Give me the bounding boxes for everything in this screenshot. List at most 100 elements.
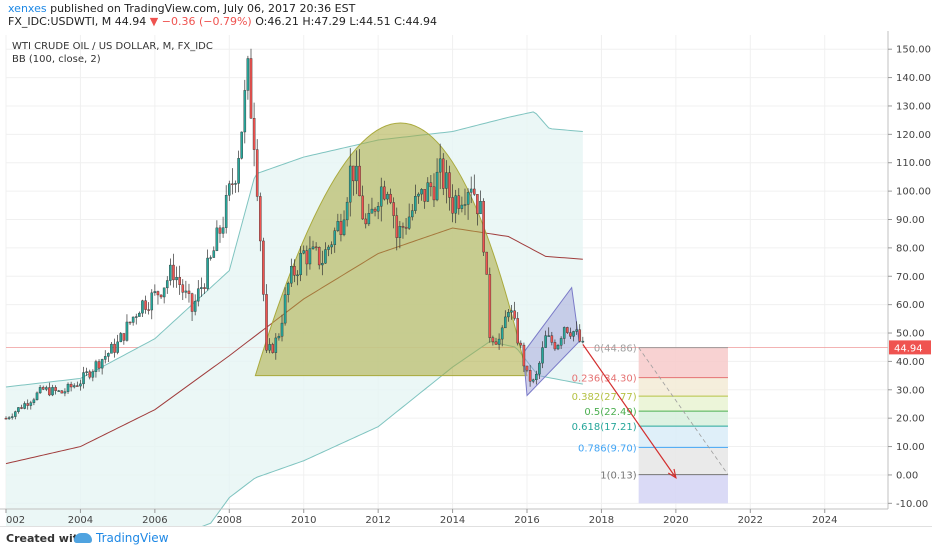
footer: Created with TradingView	[0, 526, 932, 551]
candle-body	[181, 284, 185, 293]
candle-body	[103, 356, 107, 360]
candle-body	[556, 345, 560, 350]
y-tick-label: 60.00	[896, 300, 925, 311]
candle-body	[541, 347, 544, 364]
candle-body	[249, 58, 253, 119]
candle-body	[485, 251, 488, 275]
candle-body	[352, 165, 355, 182]
candle-body	[559, 338, 563, 346]
projection-arrowhead	[667, 468, 677, 480]
candle-body	[423, 189, 426, 202]
candle-body	[218, 227, 222, 234]
candle-body	[17, 407, 20, 412]
candle-body	[131, 316, 135, 323]
candle-body	[348, 165, 352, 203]
candle-body	[209, 257, 212, 259]
ohlc-values: O:46.21 H:47.29 L:44.51 C:44.94	[255, 15, 438, 28]
candle-body	[519, 342, 523, 346]
brand-label: TradingView	[96, 531, 169, 545]
y-tick-label: 70.00	[896, 272, 925, 283]
y-tick-label: 90.00	[896, 215, 925, 226]
candle-body	[134, 316, 138, 318]
symbol-label: FX_IDC:USDWTI, M	[8, 15, 112, 28]
candle-body	[125, 321, 129, 341]
candle-body	[265, 294, 268, 351]
candle-body	[491, 337, 495, 342]
candle-body	[376, 206, 380, 212]
candle-body	[333, 230, 337, 245]
projection-arrow	[582, 344, 677, 480]
candle-body	[451, 197, 454, 214]
candlesticks	[4, 48, 585, 420]
y-tick-label: 100.00	[896, 187, 931, 198]
fib-level-label: 1(0.13)	[600, 471, 637, 482]
candle-body	[150, 292, 154, 311]
x-tick-label: 2022	[738, 515, 763, 526]
candle-body	[246, 58, 250, 91]
candle-body	[507, 312, 510, 318]
candle-body	[488, 274, 492, 338]
candle-body	[438, 158, 442, 173]
candle-body	[345, 201, 349, 221]
x-tick-label: 2010	[291, 515, 316, 526]
candle-body	[26, 403, 29, 406]
candle-body	[401, 226, 405, 228]
candle-body	[240, 131, 243, 159]
candle-body	[572, 331, 575, 337]
candle-body	[35, 392, 39, 400]
candle-body	[448, 172, 451, 198]
candle-body	[38, 387, 42, 394]
candle-body	[460, 204, 464, 209]
y-tick-label: 30.00	[896, 385, 925, 396]
y-tick-label: 130.00	[896, 101, 931, 112]
candle-body	[32, 399, 36, 403]
fib-zone	[638, 347, 728, 378]
x-tick-label: 2008	[217, 515, 242, 526]
candle-body	[85, 371, 88, 373]
candle-body	[7, 417, 11, 419]
candle-body	[410, 210, 414, 218]
candle-body	[441, 158, 445, 189]
fib-level-label: 0.618(17.21)	[572, 422, 637, 433]
indicator-label[interactable]: BB (100, close, 2)	[12, 54, 101, 65]
candle-body	[383, 186, 386, 200]
fib-level-label: 0.236(34.30)	[572, 374, 637, 385]
candle-body	[116, 341, 119, 353]
symbol-line: FX_IDC:USDWTI, M 44.94 ▼ −0.36 (−0.79%) …	[8, 15, 437, 28]
candle-body	[113, 343, 116, 353]
candle-body	[29, 402, 33, 406]
candle-body	[97, 361, 101, 369]
change-arrow-icon: ▼	[149, 15, 159, 28]
candle-body	[283, 294, 287, 324]
change-value: −0.36 (−0.79%)	[161, 15, 252, 28]
candle-body	[212, 250, 216, 258]
candle-body	[389, 193, 392, 203]
candle-body	[224, 195, 228, 228]
candle-body	[535, 373, 538, 381]
candle-body	[51, 387, 54, 396]
candle-body	[417, 193, 420, 197]
candle-body	[63, 391, 67, 394]
candle-body	[553, 342, 557, 350]
candle-body	[262, 240, 265, 295]
fib-level-label: 0.786(9.70)	[578, 443, 637, 454]
chart-frame[interactable]: 0(44.86) 0.236(34.30) 0.382(27.77) 0.5(22.4…	[0, 31, 932, 550]
candle-body	[252, 118, 256, 150]
author-link[interactable]: xenxes	[8, 2, 47, 15]
price-chart[interactable]: 0(44.86) 0.236(34.30) 0.382(27.77) 0.5(22.4…	[0, 31, 932, 550]
candle-body	[60, 390, 64, 394]
projection-line	[582, 344, 677, 479]
y-tick-label: 110.00	[896, 158, 931, 169]
candle-body	[57, 390, 61, 392]
candle-body	[314, 246, 318, 249]
x-tick-label: 2024	[812, 515, 837, 526]
candle-body	[200, 287, 203, 289]
candle-body	[271, 344, 274, 353]
tradingview-logo[interactable]: TradingView	[74, 531, 169, 545]
candle-body	[190, 293, 194, 312]
last-price-tag: 44.94	[889, 340, 931, 355]
candle-body	[184, 290, 188, 293]
x-tick-label: 2012	[365, 515, 390, 526]
candle-body	[162, 287, 166, 298]
candle-body	[392, 202, 395, 216]
